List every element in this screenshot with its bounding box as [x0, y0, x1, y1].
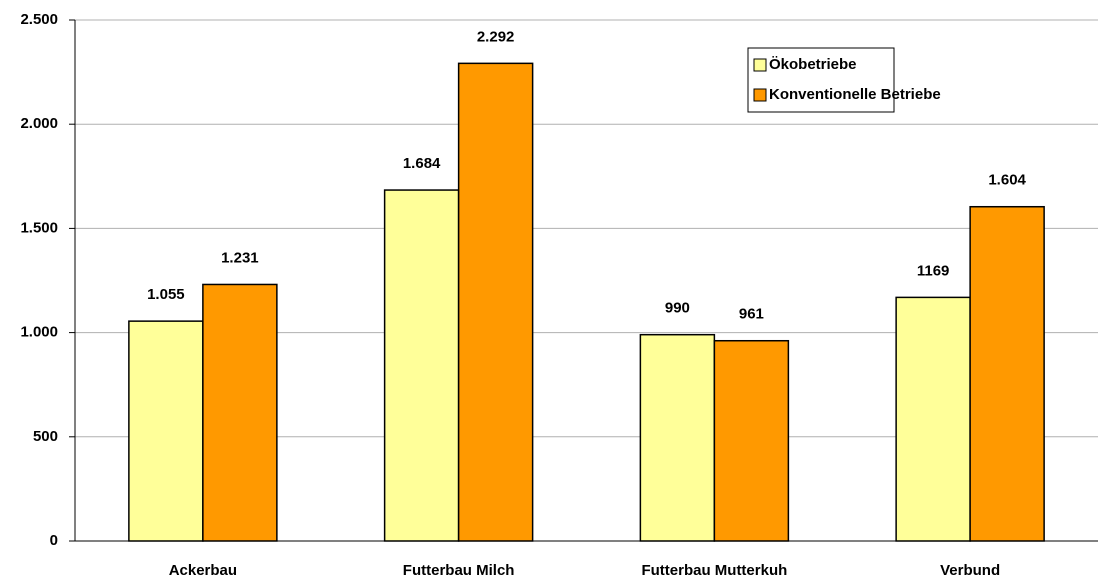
bar	[639, 333, 716, 542]
legend-box	[747, 47, 895, 113]
value-label: 1.604	[988, 172, 1026, 189]
y-tick-label: 1.500	[20, 219, 58, 236]
bar	[383, 189, 460, 542]
x-tick-label: Ackerbau	[169, 562, 237, 579]
value-label: 1.055	[147, 286, 185, 303]
x-tick-label: Futterbau Mutterkuh	[641, 562, 787, 579]
bar	[895, 296, 971, 542]
value-label: 2.292	[477, 28, 515, 45]
bar	[128, 320, 204, 542]
bar	[457, 62, 534, 542]
value-label: 1.684	[403, 155, 441, 172]
bar	[969, 205, 1045, 542]
bar	[202, 283, 278, 542]
legend-label: Konventionelle Betriebe	[769, 86, 941, 103]
bar	[713, 339, 790, 542]
value-label: 1169	[917, 262, 950, 279]
y-tick-label: 1.000	[20, 324, 58, 341]
y-tick-label: 2.500	[20, 11, 58, 28]
legend-swatch	[753, 58, 767, 72]
x-tick-label: Futterbau Milch	[403, 562, 515, 579]
x-tick-label: Verbund	[940, 562, 1000, 579]
y-tick-label: 2.000	[20, 115, 58, 132]
y-tick-label: 0	[50, 532, 58, 549]
value-label: 990	[665, 300, 690, 317]
value-label: 1.231	[221, 249, 259, 266]
legend-swatch	[753, 88, 767, 102]
legend-label: Ökobetriebe	[769, 56, 857, 73]
value-label: 961	[739, 306, 764, 323]
y-tick-label: 500	[33, 428, 58, 445]
